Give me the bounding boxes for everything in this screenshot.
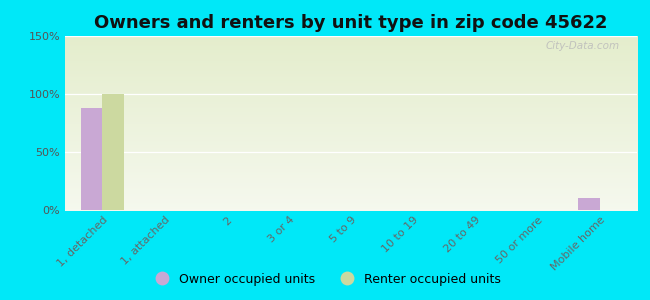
Title: Owners and renters by unit type in zip code 45622: Owners and renters by unit type in zip c… xyxy=(94,14,608,32)
Legend: Owner occupied units, Renter occupied units: Owner occupied units, Renter occupied un… xyxy=(144,268,506,291)
Bar xyxy=(102,94,124,210)
Bar xyxy=(578,198,600,210)
Text: City-Data.com: City-Data.com xyxy=(546,41,620,51)
Bar xyxy=(81,108,102,210)
